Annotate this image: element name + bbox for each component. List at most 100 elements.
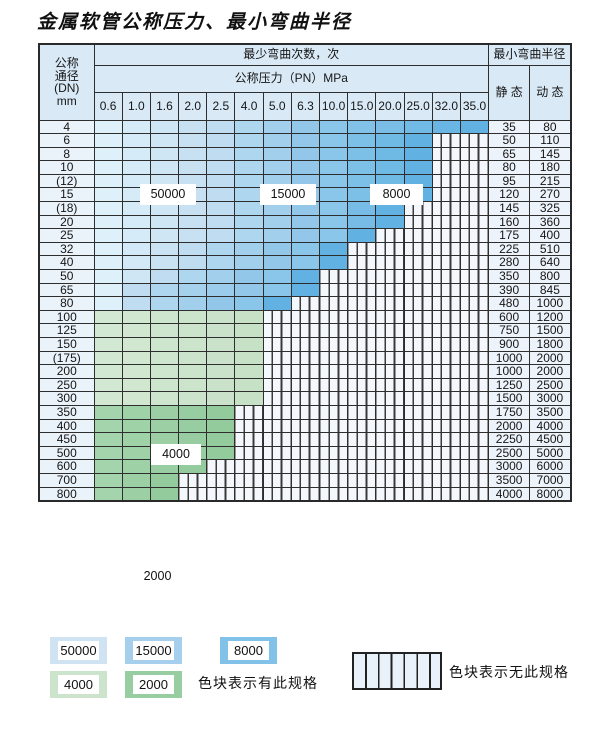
cell-dn: 500 bbox=[38, 445, 95, 461]
cell-cycles-50000 bbox=[93, 241, 123, 257]
header-dn-line: 公称 bbox=[54, 56, 79, 71]
cell-no-spec-hatch bbox=[403, 323, 433, 338]
cell-no-spec-hatch bbox=[290, 309, 321, 325]
cell-no-spec-hatch bbox=[290, 337, 321, 352]
cell-cycles-4000 bbox=[93, 364, 123, 379]
cell-no-spec-hatch bbox=[431, 228, 461, 243]
cell-static-radius: 2500 bbox=[488, 445, 531, 461]
table-row: 80 480 1000 bbox=[38, 296, 572, 311]
legend-swatch-4000: 4000 bbox=[50, 671, 107, 698]
cell-cycles-4000 bbox=[121, 364, 151, 379]
cell-cycles-15000 bbox=[234, 255, 264, 271]
cell-cycles-15000 bbox=[262, 214, 292, 230]
cell-cycles-8000 bbox=[375, 119, 405, 135]
cell-cycles-8000 bbox=[262, 296, 292, 311]
cell-dynamic-radius: 510 bbox=[529, 241, 572, 257]
cell-dynamic-radius: 8000 bbox=[529, 486, 572, 502]
cell-cycles-15000 bbox=[262, 255, 292, 271]
cell-no-spec-hatch bbox=[290, 445, 321, 461]
cell-cycles-8000 bbox=[347, 146, 377, 162]
cell-cycles-50000 bbox=[121, 146, 151, 162]
cell-cycles-15000 bbox=[290, 146, 321, 162]
cell-no-spec-hatch bbox=[403, 309, 433, 325]
cell-cycles-50000 bbox=[149, 255, 180, 271]
cell-static-radius: 225 bbox=[488, 241, 531, 257]
cell-cycles-2000 bbox=[149, 418, 180, 434]
cell-cycles-15000 bbox=[234, 201, 264, 216]
cell-no-spec-hatch bbox=[431, 133, 461, 148]
cell-cycles-2000 bbox=[121, 445, 151, 461]
cell-cycles-4000 bbox=[149, 350, 180, 366]
cell-no-spec-hatch bbox=[375, 418, 405, 434]
cell-cycles-50000 bbox=[206, 160, 236, 175]
cell-no-spec-hatch bbox=[262, 323, 292, 338]
cell-static-radius: 80 bbox=[488, 160, 531, 175]
cell-cycles-2000 bbox=[178, 418, 208, 434]
cell-cycles-2000 bbox=[93, 459, 123, 474]
legend-hatch-box bbox=[352, 652, 442, 690]
cell-cycles-15000 bbox=[234, 228, 264, 243]
cycles-label: 4000 bbox=[151, 444, 201, 465]
cell-cycles-50000 bbox=[93, 269, 123, 284]
cell-cycles-4000 bbox=[93, 337, 123, 352]
header-dn-line: mm bbox=[56, 93, 77, 108]
cell-no-spec-hatch bbox=[431, 337, 461, 352]
header-pressure-value: 4.0 bbox=[234, 91, 264, 121]
table-row: 450 2250 4500 bbox=[38, 432, 572, 447]
cell-no-spec-hatch bbox=[459, 486, 490, 502]
cell-no-spec-hatch bbox=[375, 472, 405, 488]
cell-dn: 4 bbox=[38, 119, 95, 135]
cell-cycles-50000 bbox=[121, 228, 151, 243]
cell-cycles-2000 bbox=[121, 459, 151, 474]
cell-cycles-15000 bbox=[290, 228, 321, 243]
cell-no-spec-hatch bbox=[431, 404, 461, 420]
header-pressure-value: 6.3 bbox=[290, 91, 321, 121]
cell-no-spec-hatch bbox=[459, 459, 490, 474]
cell-cycles-15000 bbox=[234, 119, 264, 135]
cell-no-spec-hatch bbox=[459, 173, 490, 189]
cell-cycles-15000 bbox=[234, 241, 264, 257]
cell-cycles-2000 bbox=[149, 486, 180, 502]
cell-cycles-50000 bbox=[93, 214, 123, 230]
cell-cycles-8000 bbox=[290, 282, 321, 298]
cell-no-spec-hatch bbox=[290, 350, 321, 366]
cell-no-spec-hatch bbox=[375, 255, 405, 271]
cell-no-spec-hatch bbox=[262, 472, 292, 488]
spec-table-container: 公称 通径 (DN) mm 最少弯曲次数，次 最小弯曲半径 公称压力（PN）MPa 静 态动 … bbox=[38, 43, 572, 587]
legend-has-spec-text: 色块表示有此规格 bbox=[198, 675, 318, 691]
cell-no-spec-hatch bbox=[318, 364, 349, 379]
cell-no-spec-hatch bbox=[431, 350, 461, 366]
cell-cycles-15000 bbox=[234, 282, 264, 298]
cell-cycles-8000 bbox=[318, 133, 349, 148]
cell-no-spec-hatch bbox=[318, 472, 349, 488]
cell-no-spec-hatch bbox=[459, 146, 490, 162]
legend-swatch-label: 8000 bbox=[228, 641, 269, 660]
cell-cycles-4000 bbox=[149, 337, 180, 352]
cell-cycles-4000 bbox=[178, 364, 208, 379]
header-dn-line: (DN) bbox=[54, 81, 80, 96]
cell-no-spec-hatch bbox=[262, 337, 292, 352]
cell-static-radius: 1000 bbox=[488, 350, 531, 366]
table-row: 25 175 400 bbox=[38, 228, 572, 243]
cell-no-spec-hatch bbox=[318, 309, 349, 325]
cell-no-spec-hatch bbox=[459, 133, 490, 148]
cell-no-spec-hatch bbox=[347, 364, 377, 379]
cell-cycles-8000 bbox=[347, 119, 377, 135]
cell-no-spec-hatch bbox=[403, 228, 433, 243]
cell-no-spec-hatch bbox=[375, 337, 405, 352]
cell-no-spec-hatch bbox=[375, 459, 405, 474]
cell-cycles-8000 bbox=[262, 282, 292, 298]
cell-dn: 450 bbox=[38, 432, 95, 447]
cell-dn: 600 bbox=[38, 459, 95, 474]
cell-cycles-4000 bbox=[234, 323, 264, 338]
header-pressure-value: 35.0 bbox=[459, 91, 490, 121]
cell-cycles-50000 bbox=[206, 214, 236, 230]
cell-cycles-50000 bbox=[149, 228, 180, 243]
cell-no-spec-hatch bbox=[403, 214, 433, 230]
cell-no-spec-hatch bbox=[262, 391, 292, 406]
table-row: 400 2000 4000 bbox=[38, 418, 572, 434]
cell-cycles-50000 bbox=[178, 241, 208, 257]
cell-no-spec-hatch bbox=[375, 296, 405, 311]
cell-no-spec-hatch bbox=[459, 432, 490, 447]
cell-dynamic-radius: 110 bbox=[529, 133, 572, 148]
